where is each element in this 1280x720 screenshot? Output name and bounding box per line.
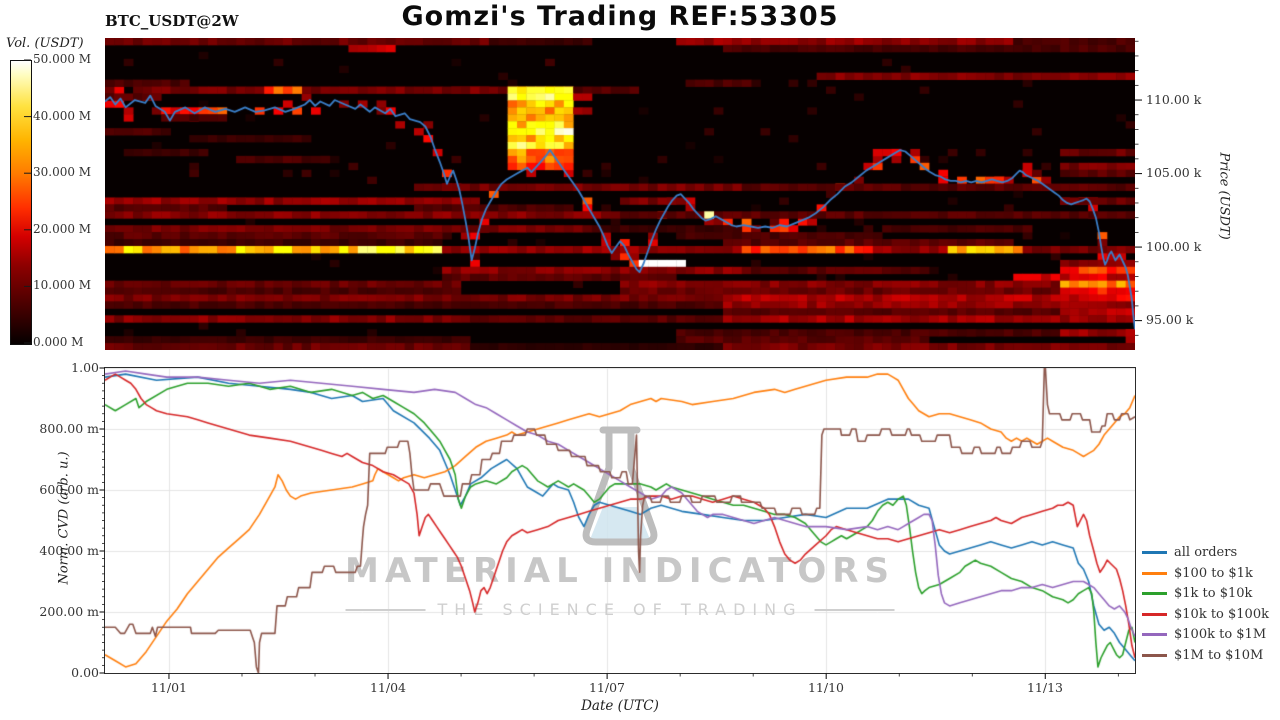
legend-label: $100 to $1k <box>1174 565 1253 581</box>
colorbar-tick-label: 50.000 M <box>33 52 92 66</box>
cvd-xtick-label: 11/13 <box>1026 680 1064 695</box>
legend-label: $10k to $100k <box>1174 606 1269 622</box>
colorbar-tick-label: 40.000 M <box>33 108 92 123</box>
colorbar-tick-label: 30.000 M <box>33 165 92 180</box>
colorbar-tick-label: 0.000 M <box>33 335 84 349</box>
legend-label: $1M to $10M <box>1174 647 1264 663</box>
legend-line-swatch <box>1142 571 1167 575</box>
legend-item: $1M to $10M <box>1142 648 1269 664</box>
price-tick-label: 105.00 k <box>1146 165 1202 180</box>
legend-item: all orders <box>1142 545 1269 561</box>
colorbar-tick-label: 20.000 M <box>33 221 92 236</box>
price-tick-label: 95.00 k <box>1146 312 1194 327</box>
cvd-plot-panel: MATERIAL INDICATORS THE SCIENCE OF TRADI… <box>104 367 1136 674</box>
cvd-ytick-label: 200.00 m <box>39 604 99 619</box>
cvd-ytick-label: 1.00 <box>71 360 99 375</box>
cvd-xtick-label: 11/10 <box>807 680 845 695</box>
legend-label: $1k to $10k <box>1174 586 1253 602</box>
price-tick-label: 110.00 k <box>1146 92 1202 107</box>
legend-line-swatch <box>1142 592 1167 596</box>
legend: all orders $100 to $1k $1k to $10k $10k … <box>1142 545 1269 663</box>
legend-line-swatch <box>1142 633 1167 637</box>
cvd-ytick-label: 400.00 m <box>39 543 99 558</box>
legend-item: $100 to $1k <box>1142 566 1269 582</box>
symbol-timeframe-label: BTC_USDT@2W <box>105 12 239 30</box>
cvd-xtick-label: 11/04 <box>369 680 407 695</box>
page-title: Gomzi's Trading REF:53305 <box>401 1 839 32</box>
legend-item: $100k to $1M <box>1142 627 1269 643</box>
legend-label: all orders <box>1174 545 1238 561</box>
legend-line-swatch <box>1142 612 1167 616</box>
legend-label: $100k to $1M <box>1174 627 1267 643</box>
cvd-ytick-label: 800.00 m <box>39 421 99 436</box>
legend-line-swatch <box>1142 653 1167 657</box>
legend-item: $10k to $100k <box>1142 607 1269 623</box>
legend-item: $1k to $10k <box>1142 586 1269 602</box>
volume-heatmap-price-chart <box>105 38 1135 350</box>
cvd-y-axis-label: Norm. CVD (arb. u.) <box>56 451 72 585</box>
cvd-x-axis-label: Date (UTC) <box>581 698 659 714</box>
colorbar-tick-label: 10.000 M <box>33 278 92 293</box>
colorbar-title: Vol. (USDT) <box>6 36 84 51</box>
cvd-ytick-label: 600.00 m <box>39 482 99 497</box>
cvd-line-series <box>105 368 1135 673</box>
volume-colorbar <box>10 60 32 345</box>
cvd-xtick-label: 11/01 <box>150 680 188 695</box>
cvd-xtick-label: 11/07 <box>588 680 626 695</box>
cvd-ytick-label: 0.00 <box>71 665 99 680</box>
legend-line-swatch <box>1142 551 1167 555</box>
price-axis-label: Price (USDT) <box>1216 152 1232 240</box>
price-tick-label: 100.00 k <box>1146 239 1202 254</box>
